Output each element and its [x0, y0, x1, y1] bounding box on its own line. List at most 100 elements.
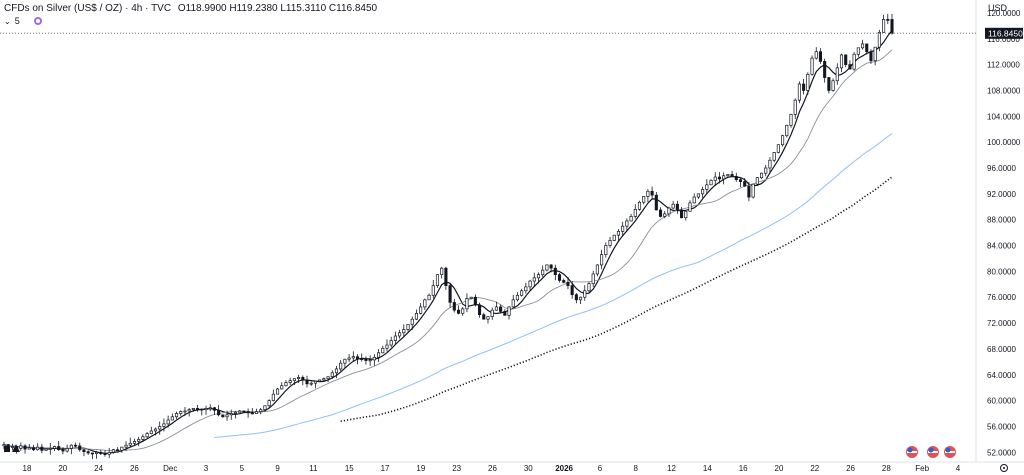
candle-body: [82, 449, 86, 453]
time-tick-label: 26: [846, 464, 855, 473]
candle-body: [381, 347, 385, 354]
candle: [423, 298, 427, 310]
candle-body: [389, 340, 393, 346]
candle: [654, 191, 658, 211]
price-tick-label: 100.0000: [987, 138, 1021, 147]
symbol-title[interactable]: CFDs on Silver (US$ / OZ) · 4h · TVC: [4, 3, 172, 14]
candle: [217, 405, 221, 417]
candle: [738, 177, 743, 188]
candle-body: [259, 409, 263, 412]
candle: [743, 178, 747, 187]
candle: [494, 301, 498, 311]
candle-body: [793, 99, 797, 115]
candle: [267, 399, 271, 408]
candle-body: [297, 377, 301, 379]
candle: [246, 408, 250, 418]
candle-body: [473, 296, 477, 306]
candle: [515, 292, 519, 302]
candle-body: [19, 445, 23, 449]
candle-body: [520, 290, 524, 296]
candle: [86, 449, 90, 455]
candle: [166, 415, 170, 428]
candle: [835, 63, 839, 85]
candle-body: [810, 57, 814, 75]
candle: [149, 426, 153, 435]
settings-gear-icon[interactable]: [1000, 464, 1008, 472]
candle-body: [654, 194, 658, 211]
candle-body: [343, 358, 347, 364]
time-tick-label: 23: [452, 464, 461, 473]
candle: [444, 266, 448, 290]
candle: [684, 210, 688, 221]
candle-body: [145, 433, 149, 438]
candle-body: [149, 430, 153, 434]
currency-label[interactable]: USD: [988, 3, 1008, 13]
candle: [675, 200, 679, 214]
moving-averages: [3, 29, 893, 454]
candle: [280, 382, 284, 390]
candle-body: [137, 439, 141, 442]
us-flag-icon[interactable]: [927, 446, 939, 458]
candle-body: [860, 43, 865, 49]
us-flag-icon[interactable]: [906, 446, 918, 458]
candle-body: [663, 213, 667, 217]
candle: [137, 436, 141, 447]
candle: [73, 442, 78, 448]
candle: [116, 447, 120, 452]
chevron-down-icon[interactable]: ⌄: [4, 16, 11, 26]
candle-body: [322, 378, 326, 381]
candle: [604, 242, 608, 258]
candle: [680, 207, 684, 219]
chart-header: CFDs on Silver (US$ / OZ) · 4h · TVC O11…: [4, 3, 377, 14]
candle-body: [153, 428, 158, 432]
candle-body: [738, 179, 743, 182]
candle-body: [768, 159, 772, 169]
candle: [848, 60, 852, 70]
time-tick-label: 22: [810, 464, 819, 473]
candle-body: [440, 267, 444, 275]
candle-body: [254, 411, 259, 414]
indicator-row[interactable]: ⌄ 5: [4, 16, 42, 26]
candle: [402, 324, 406, 337]
candle-body: [701, 188, 705, 195]
price-tick-label: 60.0000: [987, 397, 1016, 406]
candle-body: [658, 209, 663, 217]
candle: [747, 182, 751, 202]
candle: [183, 406, 187, 416]
candle-body: [124, 444, 128, 448]
candle: [78, 442, 82, 452]
us-flag-icon[interactable]: [944, 446, 956, 458]
candle: [27, 443, 31, 450]
flag-icons[interactable]: [906, 446, 956, 458]
candle: [629, 213, 633, 222]
candle-body: [722, 175, 726, 180]
candle-body: [456, 309, 461, 314]
candle-body: [398, 332, 402, 337]
price-tick-label: 104.0000: [987, 112, 1021, 121]
candle-body: [309, 382, 313, 385]
candle: [305, 375, 309, 388]
candle-body: [158, 426, 162, 430]
price-tick-label: 120.0000: [987, 9, 1021, 18]
candle-body: [355, 356, 360, 359]
candle-body: [196, 408, 200, 410]
candle: [448, 283, 452, 308]
candle-body: [818, 51, 823, 62]
time-tick-label: 2026: [555, 464, 573, 473]
candle: [755, 176, 759, 187]
candle: [591, 270, 595, 287]
candle: [145, 432, 149, 439]
price-tick-label: 112.0000: [987, 61, 1020, 70]
candle-body: [751, 183, 755, 198]
candle: [759, 172, 764, 180]
candle-body: [536, 274, 541, 279]
candle-body: [692, 196, 696, 204]
candle: [69, 444, 73, 455]
time-axis[interactable]: 18 20 24 26 Dec 3 5 9 11 15 17 19 23 26 30 2026 6 8 12 14 16…: [23, 464, 961, 473]
candle-body: [69, 444, 73, 449]
candle: [507, 306, 511, 320]
price-axis[interactable]: 52.0000 56.0000 60.0000 64.0000 68.0000 72.00…: [987, 9, 1021, 457]
candle-body: [469, 296, 473, 299]
candle: [574, 293, 578, 304]
